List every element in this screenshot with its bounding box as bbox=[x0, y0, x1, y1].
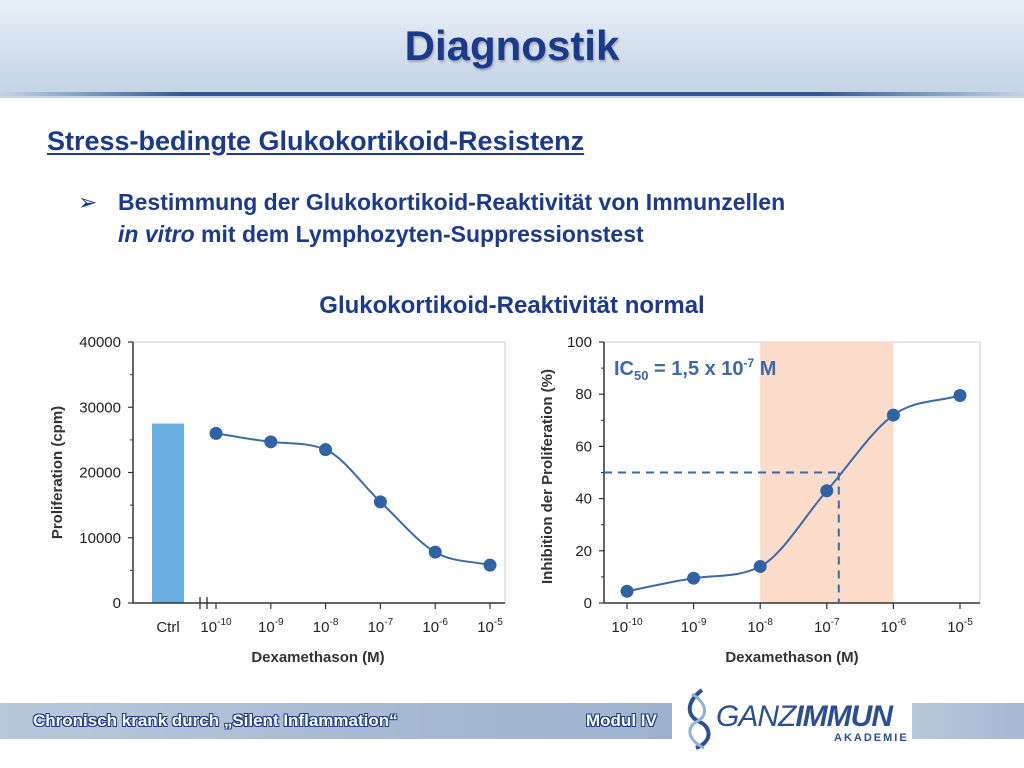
y-tick-label: 40 bbox=[575, 491, 592, 508]
data-point bbox=[687, 571, 701, 585]
x-tick-label: 10-5 bbox=[947, 617, 973, 636]
x-tick-label: 10-10 bbox=[611, 617, 643, 636]
x-axis-label: Dexamethason (M) bbox=[251, 649, 384, 666]
x-tick-label: 10-7 bbox=[368, 617, 394, 636]
x-tick-label: 10-8 bbox=[747, 617, 773, 636]
x-tick-label: 10-7 bbox=[814, 617, 840, 636]
y-tick-label: 0 bbox=[113, 595, 121, 612]
y-tick-label: 20 bbox=[575, 543, 592, 560]
y-tick-label: 20000 bbox=[79, 465, 121, 482]
y-axis-label: Inhibition der Proliferation (%) bbox=[539, 369, 556, 584]
y-axis-label: Proliferation (cpm) bbox=[49, 406, 66, 539]
logo-ganz: GANZ bbox=[716, 700, 796, 733]
y-tick-label: 40000 bbox=[79, 334, 121, 351]
data-point bbox=[483, 558, 497, 572]
data-point bbox=[820, 484, 834, 498]
ic50-range-band bbox=[760, 342, 894, 603]
y-tick-label: 100 bbox=[567, 334, 592, 351]
y-tick-label: 0 bbox=[584, 595, 592, 612]
x-tick-label: 10-9 bbox=[681, 617, 707, 636]
bullet-text: Bestimmung der Glukokortikoid-Reaktivitä… bbox=[118, 186, 978, 250]
bullet-line-1: Bestimmung der Glukokortikoid-Reaktivitä… bbox=[118, 189, 786, 215]
logo-immun: IMMUN bbox=[795, 700, 893, 733]
helix-logo-icon bbox=[687, 688, 711, 750]
footer-bar-right bbox=[912, 703, 1024, 739]
fit-curve bbox=[626, 394, 961, 593]
bullet-line-2-rest: mit dem Lymphozyten-Suppressionstest bbox=[194, 221, 644, 247]
plot-frame bbox=[603, 341, 981, 604]
data-point bbox=[209, 426, 223, 440]
arrow-bullet-icon: ➢ bbox=[78, 189, 98, 215]
footer-bar bbox=[0, 703, 672, 739]
logo-akademie: AKADEMIE bbox=[834, 732, 909, 744]
data-point bbox=[620, 584, 634, 598]
data-point bbox=[264, 435, 278, 449]
bullet-italic-term: in vitro bbox=[118, 221, 195, 247]
x-tick-label: 10-6 bbox=[881, 617, 907, 636]
logo-wordmark: GANZIMMUN bbox=[716, 700, 893, 734]
x-tick-label: 10-9 bbox=[258, 617, 284, 636]
x-axis-label: Dexamethason (M) bbox=[725, 649, 858, 666]
footer-series-title: Chronisch krank durch „Silent Inflammati… bbox=[33, 711, 398, 730]
x-tick-label: 10-5 bbox=[477, 617, 503, 636]
data-point bbox=[953, 389, 967, 403]
ganzimmun-logo: GANZIMMUN AKADEMIE bbox=[680, 686, 910, 752]
page-title: Diagnostik bbox=[404, 22, 620, 69]
slide-header bbox=[0, 0, 1024, 98]
header-divider bbox=[0, 92, 1024, 96]
ic50-annotation: IC50 = 1,5 x 10-7 M bbox=[614, 356, 776, 383]
data-point bbox=[428, 545, 442, 559]
y-tick-label: 60 bbox=[575, 438, 592, 455]
y-tick-label: 80 bbox=[575, 386, 592, 403]
x-tick-label: 10-10 bbox=[200, 617, 232, 636]
bullet-line-2: in vitro mit dem Lymphozyten-Suppression… bbox=[118, 218, 978, 250]
footer-module-label: Modul IV bbox=[586, 711, 657, 730]
data-point bbox=[373, 495, 387, 509]
control-bar bbox=[152, 423, 184, 603]
data-point bbox=[753, 559, 767, 573]
plot-frame bbox=[132, 341, 506, 604]
x-tick-label-ctrl: Ctrl bbox=[156, 619, 179, 636]
data-point bbox=[886, 408, 900, 422]
data-point bbox=[319, 443, 333, 457]
chart-heading: Glukokortikoid-Reaktivität normal bbox=[319, 292, 705, 319]
y-tick-label: 30000 bbox=[79, 399, 121, 416]
section-subtitle: Stress-bedingte Glukokortikoid-Resistenz bbox=[47, 126, 585, 156]
x-tick-label: 10-6 bbox=[422, 617, 448, 636]
x-tick-label: 10-8 bbox=[313, 617, 339, 636]
fit-curve bbox=[215, 432, 491, 567]
y-tick-label: 10000 bbox=[79, 530, 121, 547]
